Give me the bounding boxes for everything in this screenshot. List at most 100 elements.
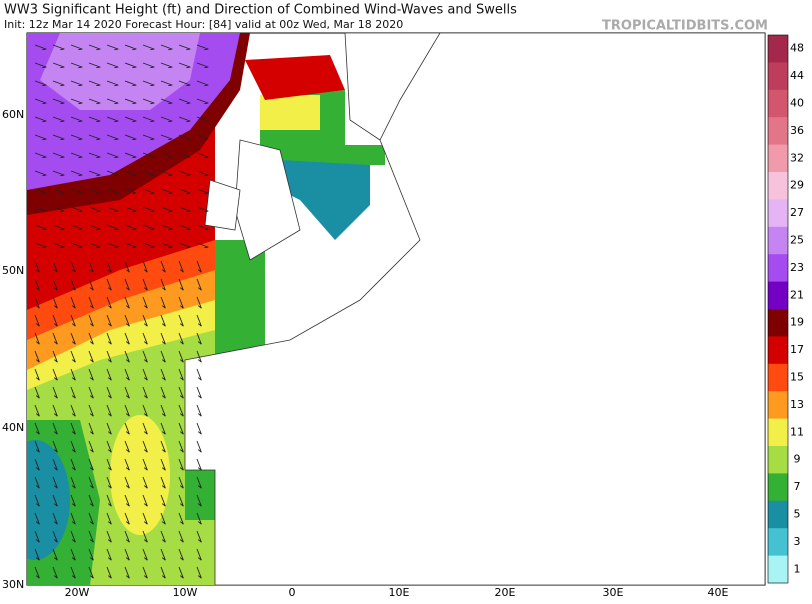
arrow [160,314,166,327]
arrow-head [179,413,184,417]
arrow [142,422,148,435]
arrow-head [132,228,137,231]
arrow [178,44,191,50]
arrow [178,260,184,273]
arrow [142,170,155,176]
arrow [196,440,202,453]
arrow [196,224,209,230]
arrow [106,548,112,561]
arrow [196,314,202,327]
arrow [52,116,65,122]
arrow [124,404,130,417]
arrow [34,530,40,543]
arrow-head [132,174,137,177]
arrow-head [71,521,76,525]
colorbar-swatch [768,473,788,502]
arrow [106,44,119,50]
arrow [34,188,47,194]
arrow-head [71,431,76,435]
arrow-head [143,287,148,291]
arrow [160,548,166,561]
arrow-head [107,557,112,561]
arrow [88,62,101,68]
arrow-head [89,503,94,507]
arrow [142,350,148,363]
arrow [88,566,94,579]
arrow-head [107,413,112,417]
colorbar-label: 17 [790,343,804,356]
arrow-head [204,192,209,195]
wave-field [27,33,765,585]
arrow [52,512,58,525]
arrow-head [125,431,130,435]
arrow [142,332,148,345]
arrow-head [35,269,40,273]
arrow-head [143,359,148,363]
arrow [106,224,119,230]
arrow [34,278,40,291]
arrow-head [60,138,65,141]
arrow-head [71,557,76,561]
arrow-head [114,66,119,69]
arrow [34,566,40,579]
arrow-head [197,539,202,543]
arrow [142,116,155,122]
arrow-head [161,485,166,489]
arrow [142,512,148,525]
arrow-head [143,521,148,525]
colorbar-label: 27 [790,206,804,219]
lat-label: 60N [2,108,24,121]
arrow [88,152,101,158]
arrow [178,368,184,381]
arrow [34,350,40,363]
arrow [160,170,173,176]
arrow [52,404,58,417]
arrow [124,242,137,248]
arrow [88,116,101,122]
arrow [124,62,137,68]
colorbar-swatch [768,418,788,447]
arrow [142,260,148,273]
arrow [196,260,202,273]
arrow-head [179,521,184,525]
arrow [88,530,94,543]
arrow-head [78,102,83,105]
arrow [70,350,76,363]
arrow [142,386,148,399]
arrow [196,350,202,363]
arrow [34,152,47,158]
arrow-head [143,503,148,507]
arrow-head [60,120,65,123]
arrow [70,296,76,309]
arrow-head [143,269,148,273]
lat-label: 50N [2,264,24,277]
arrow [160,278,166,291]
arrow [142,44,155,50]
arrow [142,134,155,140]
arrow [142,152,155,158]
colorbar-swatch [768,62,788,91]
arrow-head [179,503,184,507]
arrow-head [53,503,58,507]
arrow [34,134,47,140]
arrow-head [53,521,58,525]
colorbar-label: 9 [794,453,801,466]
arrow [142,296,148,309]
arrow [70,278,76,291]
arrow-head [125,359,130,363]
arrow-head [179,377,184,381]
arrow [70,62,83,68]
arrow-head [60,156,65,159]
arrow [88,386,94,399]
arrow [124,440,130,453]
arrow-head [114,192,119,195]
arrow [70,224,83,230]
arrow-head [150,138,155,141]
arrow-head [114,246,119,249]
arrow-head [125,323,130,327]
arrow [52,458,58,471]
colorbar-swatch [768,336,788,365]
arrow-head [78,192,83,195]
arrow [160,98,173,104]
arrow [196,98,209,104]
